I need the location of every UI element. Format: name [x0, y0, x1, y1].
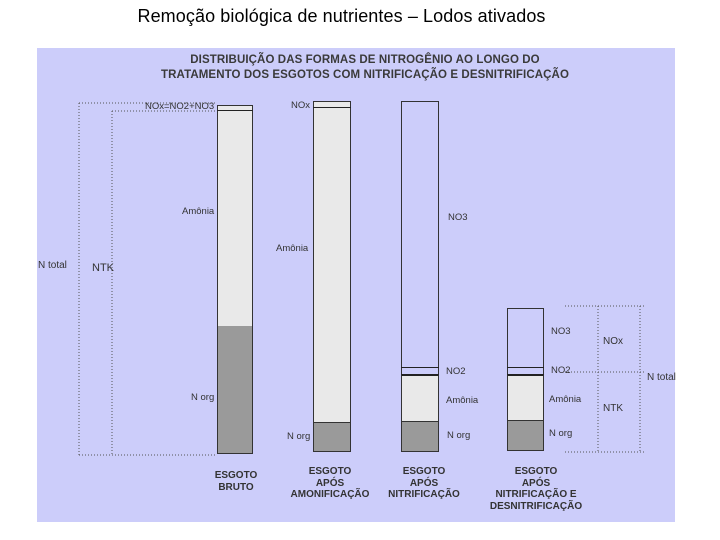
column-caption: ESGOTO BRUTO — [214, 470, 258, 493]
diagram-heading-line2: TRATAMENTO DOS ESGOTOS COM NITRIFICAÇÃO … — [161, 69, 569, 81]
amonia-segment — [401, 374, 439, 422]
amonia-label: Amônia — [446, 395, 479, 406]
n-org-label: N org — [549, 428, 573, 439]
n-org-label: N org — [191, 392, 215, 403]
column-bar — [313, 101, 351, 452]
amonia-label: Amônia — [182, 206, 215, 217]
ntk-label: NTK — [92, 262, 114, 274]
column-caption: ESGOTO APÓS NITRIFICAÇÃO E DESNITRIFICAÇ… — [489, 466, 583, 512]
column-caption: ESGOTO APÓS AMONIFICAÇÃO — [290, 466, 370, 500]
n-org-label: N org — [287, 431, 311, 442]
nox-label: NOx=NO2+NO3 — [145, 101, 215, 112]
no3-label: NO3 — [448, 212, 468, 223]
no2-label: NO2 — [446, 366, 466, 377]
no2-label: NO2 — [551, 365, 571, 376]
right-nox-label: NOx — [603, 336, 623, 347]
n-org-label: N org — [447, 430, 471, 441]
diagram-panel — [37, 48, 675, 522]
n-org-segment — [401, 421, 439, 452]
amonia-label: Amônia — [549, 394, 582, 405]
divider — [507, 367, 544, 368]
n-total-label: N total — [38, 260, 67, 271]
n-org-segment — [217, 326, 253, 454]
no3-label: NO3 — [551, 326, 571, 337]
amonia-segment — [507, 374, 544, 421]
divider — [401, 367, 439, 368]
slide-title: Remoção biológica de nutrientes – Lodos … — [137, 6, 546, 26]
divider — [313, 107, 351, 108]
divider — [217, 110, 253, 111]
right-ntk-label: NTK — [603, 403, 623, 414]
amonia-label: Amônia — [276, 243, 309, 254]
column-caption: ESGOTO APÓS NITRIFICAÇÃO — [388, 466, 460, 500]
nox-label: NOx — [291, 100, 310, 111]
diagram-heading-line1: DISTRIBUIÇÃO DAS FORMAS DE NITROGÊNIO AO… — [190, 54, 540, 66]
right-n-total-label: N total — [647, 372, 676, 383]
n-org-segment — [313, 422, 351, 452]
n-org-segment — [507, 420, 544, 451]
